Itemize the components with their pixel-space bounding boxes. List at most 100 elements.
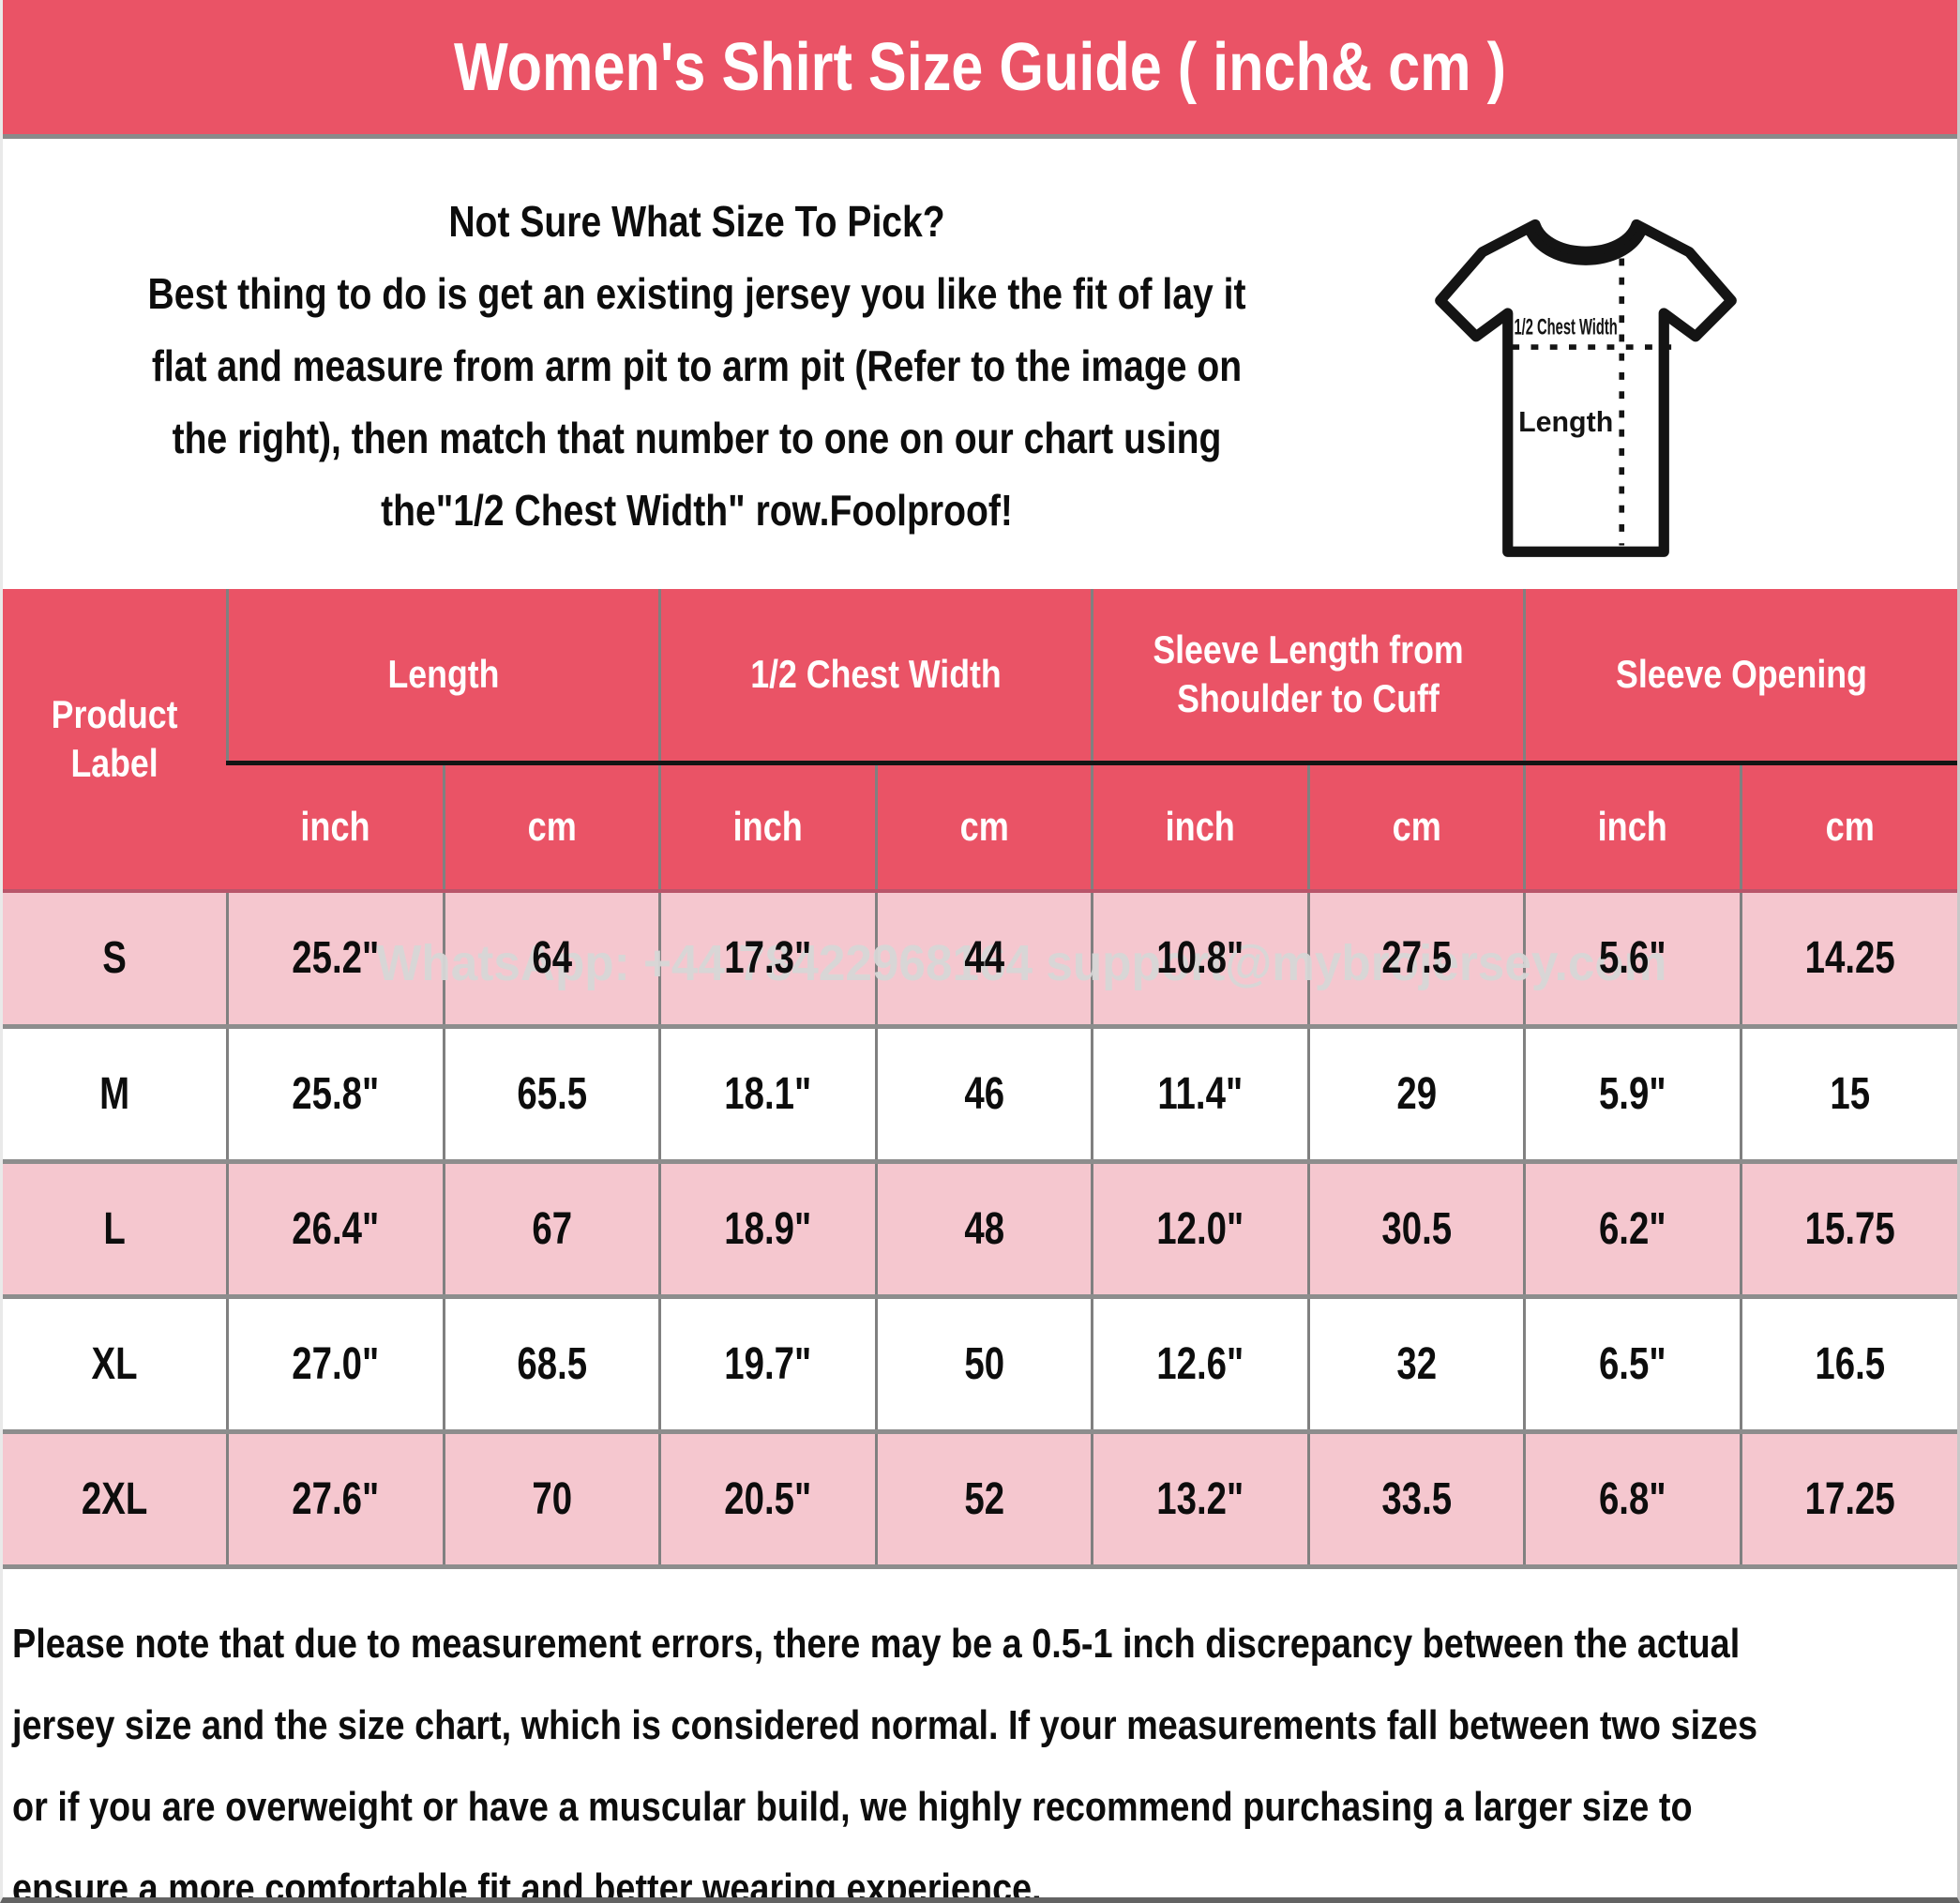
table-unit-header-row: inch cm inch cm inch cm inch cm — [3, 763, 1957, 891]
table-cell: 25.2" — [226, 889, 445, 1026]
cell-text: L — [103, 1203, 126, 1254]
table-cell: 32 — [1306, 1293, 1525, 1431]
cell-text: 14.25 — [1804, 933, 1895, 984]
table-cell: 67 — [442, 1158, 660, 1296]
cell-text: 52 — [963, 1473, 1004, 1524]
col-group-sleeve-opening: Sleeve Opening — [1523, 589, 1957, 765]
cell-text: S — [102, 933, 127, 984]
table-row-2xl: 2XL 27.6" 70 20.5" 52 13.2" 33.5 6.8" 17… — [3, 1428, 1957, 1569]
cell-text: 70 — [532, 1473, 572, 1524]
note-line: ensure a more comfortable fit and better… — [12, 1865, 1042, 1903]
table-cell: 50 — [874, 1293, 1093, 1431]
cell-text: 18.1" — [724, 1068, 812, 1119]
unit-header-text: inch — [1165, 803, 1235, 850]
cell-text: 17.3" — [724, 933, 812, 984]
table-cell: 29 — [1306, 1023, 1525, 1161]
length-label: Length — [1518, 407, 1613, 438]
cell-size-label: L — [3, 1158, 228, 1296]
cell-text: 16.5 — [1814, 1338, 1885, 1389]
page-title: Women's Shirt Size Guide ( inch& cm ) — [453, 29, 1506, 105]
cell-size-label: M — [3, 1023, 228, 1161]
cell-text: 26.4" — [292, 1203, 380, 1254]
size-table: Product Label Length 1/2 Chest Width Sle… — [3, 589, 1957, 1569]
cell-text: 6.5" — [1599, 1338, 1666, 1389]
col-group-sleeve-opening-text: Sleeve Opening — [1616, 652, 1867, 696]
unit-header-cm: cm — [1739, 763, 1957, 891]
note-section: Please note that due to measurement erro… — [3, 1571, 1957, 1903]
unit-header-text: cm — [1392, 803, 1441, 850]
cell-size-label: XL — [3, 1293, 228, 1431]
table-cell: 16.5 — [1739, 1293, 1957, 1431]
cell-text: 12.0" — [1156, 1203, 1244, 1254]
cell-size-label: 2XL — [3, 1428, 228, 1569]
note-line: or if you are overweight or have a muscu… — [12, 1784, 1693, 1830]
cell-text: 48 — [963, 1203, 1004, 1254]
table-row-s: S 25.2" 64 17.3" 44 10.8" 27.5 5.6" 14.2… — [3, 889, 1957, 1026]
col-group-chest-width: 1/2 Chest Width — [658, 589, 1093, 765]
cell-text: 30.5 — [1380, 1203, 1452, 1254]
tshirt-collar — [1524, 223, 1648, 265]
cell-text: 6.8" — [1599, 1473, 1666, 1524]
cell-text: 50 — [963, 1338, 1004, 1389]
unit-header-inch: inch — [658, 763, 877, 891]
table-cell: 18.1" — [658, 1023, 877, 1161]
table-cell: 52 — [874, 1428, 1093, 1569]
cell-text: 13.2" — [1156, 1473, 1244, 1524]
table-cell: 25.8" — [226, 1023, 445, 1161]
table-cell: 64 — [442, 889, 660, 1026]
tshirt-diagram: 1/2 Chest Width Length — [1391, 139, 1957, 589]
col-header-product-label: Product Label — [3, 589, 228, 891]
cell-text: 29 — [1395, 1068, 1437, 1119]
table-group-header-row: Product Label Length 1/2 Chest Width Sle… — [3, 589, 1957, 891]
unit-header-inch: inch — [1523, 763, 1741, 891]
cell-text: 15 — [1829, 1068, 1870, 1119]
unit-header-inch: inch — [227, 763, 445, 891]
unit-header-text: inch — [1597, 803, 1667, 850]
intro-body-line: flat and measure from arm pit to arm pit… — [151, 341, 1243, 390]
chest-width-label: 1/2 Chest Width — [1515, 316, 1618, 340]
intro-heading: Not Sure What Size To Pick? — [448, 197, 945, 246]
unit-header-cm: cm — [874, 763, 1093, 891]
cell-text: 44 — [963, 933, 1004, 984]
col-group-chest-width-text: 1/2 Chest Width — [750, 652, 1002, 696]
cell-text: 25.8" — [292, 1068, 380, 1119]
cell-text: 65.5 — [517, 1068, 587, 1119]
note-line: jersey size and the size chart, which is… — [12, 1702, 1758, 1748]
col-group-length: Length — [226, 589, 660, 765]
cell-text: 25.2" — [292, 933, 380, 984]
unit-header-text: inch — [732, 803, 803, 850]
intro-text-block: Not Sure What Size To Pick? Best thing t… — [3, 139, 1391, 589]
intro-body-line: the right), then match that number to on… — [172, 414, 1222, 462]
cell-text: 6.2" — [1599, 1203, 1666, 1254]
unit-header-cm: cm — [1306, 763, 1525, 891]
cell-text: 5.6" — [1599, 933, 1666, 984]
unit-header-text: cm — [959, 803, 1009, 850]
intro-body-line: Best thing to do is get an existing jers… — [147, 269, 1246, 318]
table-cell: 6.5" — [1523, 1293, 1741, 1431]
cell-text: 27.5 — [1380, 933, 1452, 984]
table-cell: 30.5 — [1306, 1158, 1525, 1296]
cell-text: 64 — [532, 933, 572, 984]
note-line: Please note that due to measurement erro… — [12, 1621, 1741, 1667]
cell-text: 10.8" — [1156, 933, 1244, 984]
table-cell: 17.3" — [658, 889, 877, 1026]
intro-body-line: the"1/2 Chest Width" row.Foolproof! — [381, 486, 1013, 535]
cell-text: 27.0" — [292, 1338, 380, 1389]
cell-text: 32 — [1395, 1338, 1437, 1389]
col-group-length-text: Length — [387, 652, 500, 696]
table-cell: 5.9" — [1523, 1023, 1741, 1161]
table-row-xl: XL 27.0" 68.5 19.7" 50 12.6" 32 6.5" 16.… — [3, 1293, 1957, 1431]
table-cell: 13.2" — [1091, 1428, 1309, 1569]
cell-text: 5.9" — [1599, 1068, 1666, 1119]
table-cell: 27.6" — [226, 1428, 445, 1569]
table-cell: 20.5" — [658, 1428, 877, 1569]
table-cell: 17.25 — [1739, 1428, 1957, 1569]
cell-text: 15.75 — [1804, 1203, 1895, 1254]
table-cell: 19.7" — [658, 1293, 877, 1431]
size-table-wrap: WhatsApp: +44 78422968164 support@mybroj… — [3, 589, 1957, 1571]
unit-header-inch: inch — [1091, 763, 1309, 891]
tshirt-outline — [1435, 219, 1737, 557]
cell-text: 12.6" — [1156, 1338, 1244, 1389]
table-cell: 26.4" — [226, 1158, 445, 1296]
